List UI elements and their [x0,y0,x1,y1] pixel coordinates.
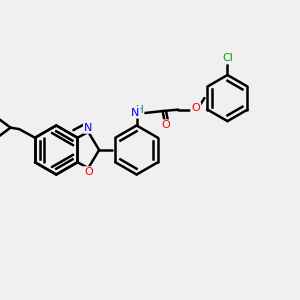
Text: O: O [84,167,93,177]
Text: Cl: Cl [222,53,233,63]
Text: O: O [191,103,200,113]
Text: N: N [131,107,140,118]
Text: N: N [84,123,92,133]
Text: O: O [161,121,170,130]
Text: H: H [136,105,143,115]
